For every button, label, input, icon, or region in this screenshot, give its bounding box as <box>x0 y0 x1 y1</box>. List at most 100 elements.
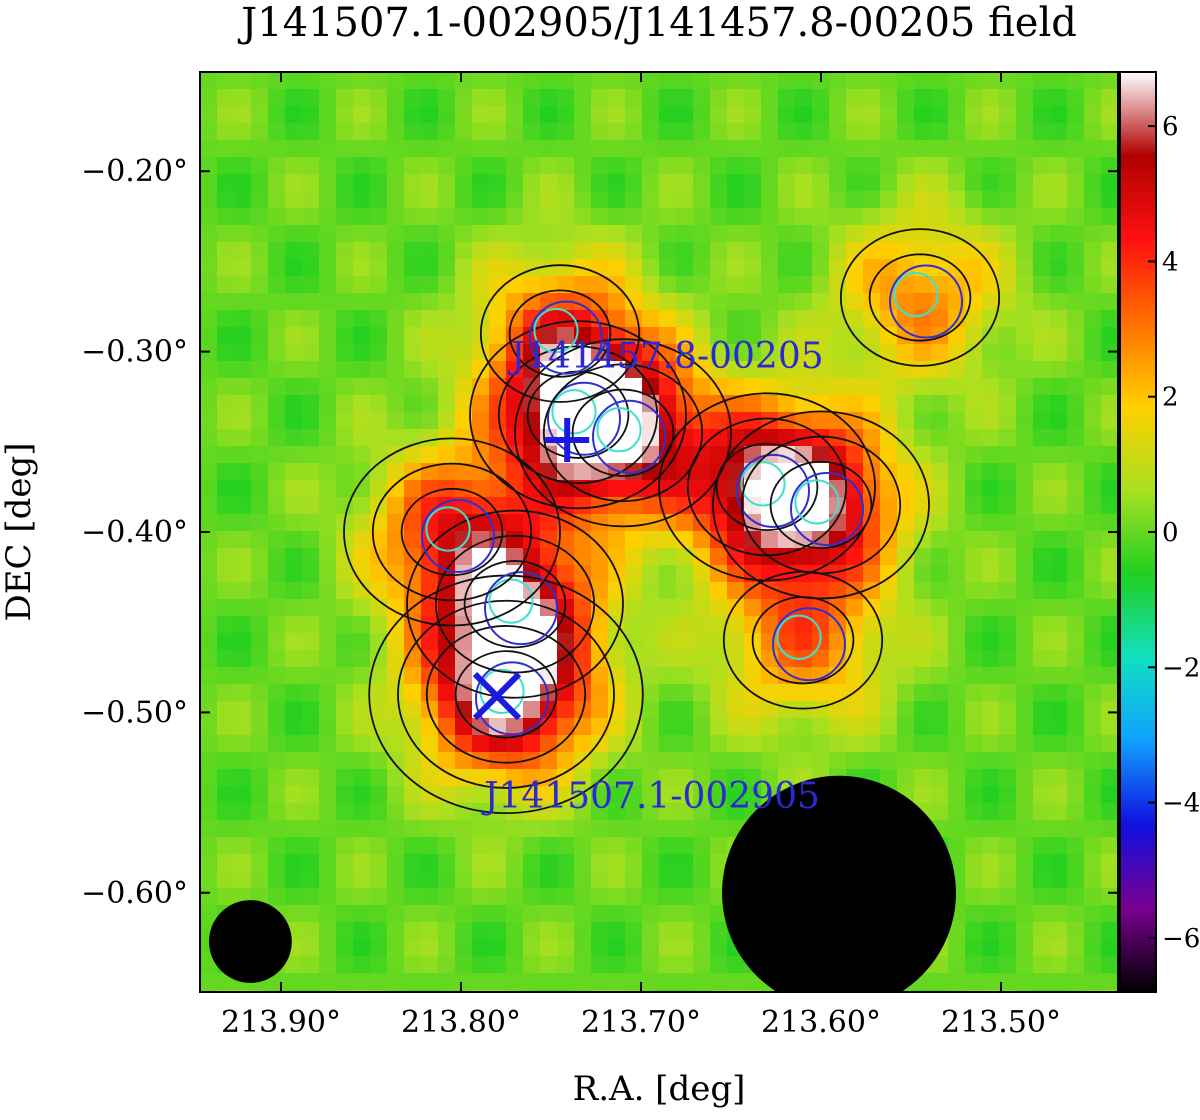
field-cell <box>710 310 728 328</box>
field-cell <box>353 174 371 192</box>
field-cell <box>914 72 932 90</box>
field-cell <box>608 191 626 209</box>
field-cell <box>625 803 643 821</box>
field-cell <box>795 140 813 158</box>
field-cell <box>744 89 762 107</box>
field-cell <box>778 106 796 124</box>
field-cell <box>1084 769 1102 787</box>
field-cell <box>387 327 405 345</box>
field-cell <box>353 72 371 90</box>
field-cell <box>1050 395 1068 413</box>
field-cell <box>1016 480 1034 498</box>
field-cell <box>659 157 677 175</box>
field-cell <box>761 633 779 651</box>
field-cell <box>693 327 711 345</box>
field-cell <box>268 174 286 192</box>
field-cell <box>1033 718 1051 736</box>
field-cell <box>1067 531 1085 549</box>
field-cell <box>1050 72 1068 90</box>
field-cell <box>234 497 252 515</box>
field-cell <box>472 208 490 226</box>
field-cell <box>1016 769 1034 787</box>
field-cell <box>574 89 592 107</box>
field-cell <box>676 548 694 566</box>
field-cell <box>200 208 218 226</box>
field-cell <box>1084 106 1102 124</box>
field-cell <box>999 225 1017 243</box>
field-cell <box>1084 361 1102 379</box>
field-cell <box>982 497 1000 515</box>
field-cell <box>455 242 473 260</box>
field-cell <box>540 293 558 311</box>
field-cell <box>217 191 235 209</box>
field-cell <box>438 446 456 464</box>
field-cell <box>319 837 337 855</box>
field-cell <box>727 803 745 821</box>
field-cell <box>387 361 405 379</box>
x-tick-label: 213.60° <box>761 1005 881 1040</box>
masked-region <box>722 775 956 992</box>
radio-contour <box>592 399 666 474</box>
field-cell <box>353 157 371 175</box>
field-cell <box>251 225 269 243</box>
field-cell <box>1033 242 1051 260</box>
field-cell <box>387 565 405 583</box>
field-cell <box>625 633 643 651</box>
field-cell <box>829 361 847 379</box>
field-cell <box>438 463 456 481</box>
field-cell <box>438 956 456 974</box>
field-cell <box>557 820 575 838</box>
field-cell <box>557 310 575 328</box>
field-cell <box>1016 463 1034 481</box>
field-cell <box>880 735 898 753</box>
field-cell <box>863 157 881 175</box>
field-cell <box>914 429 932 447</box>
radio-contour <box>484 571 558 646</box>
field-cell <box>285 361 303 379</box>
field-cell <box>982 242 1000 260</box>
field-cell <box>387 922 405 940</box>
field-cell <box>965 616 983 634</box>
field-cell <box>948 378 966 396</box>
field-cell <box>251 429 269 447</box>
field-cell <box>931 378 949 396</box>
field-cell <box>302 429 320 447</box>
field-cell <box>574 497 592 515</box>
field-cell <box>353 616 371 634</box>
field-cell <box>999 939 1017 957</box>
field-cell <box>217 310 235 328</box>
field-cell <box>812 344 830 362</box>
field-cell <box>251 259 269 277</box>
field-cell <box>404 395 422 413</box>
field-cell <box>438 599 456 617</box>
field-cell <box>523 140 541 158</box>
field-cell <box>1033 123 1051 141</box>
field-cell <box>608 905 626 923</box>
field-cell <box>370 803 388 821</box>
field-cell <box>370 259 388 277</box>
field-cell <box>1067 616 1085 634</box>
field-cell <box>285 174 303 192</box>
field-cell <box>421 633 439 651</box>
field-cell <box>319 259 337 277</box>
field-cell <box>829 412 847 430</box>
field-cell <box>455 276 473 294</box>
field-cell <box>965 871 983 889</box>
field-cell <box>914 446 932 464</box>
field-cell <box>761 463 779 481</box>
field-cell <box>455 854 473 872</box>
field-cell <box>438 939 456 957</box>
field-cell <box>744 718 762 736</box>
field-cell <box>931 106 949 124</box>
field-cell <box>982 582 1000 600</box>
field-cell <box>591 667 609 685</box>
field-cell <box>455 293 473 311</box>
field-cell <box>234 259 252 277</box>
field-cell <box>387 208 405 226</box>
field-cell <box>217 752 235 770</box>
field-cell <box>506 412 524 430</box>
field-cell <box>438 633 456 651</box>
field-cell <box>1084 242 1102 260</box>
field-cell <box>744 667 762 685</box>
